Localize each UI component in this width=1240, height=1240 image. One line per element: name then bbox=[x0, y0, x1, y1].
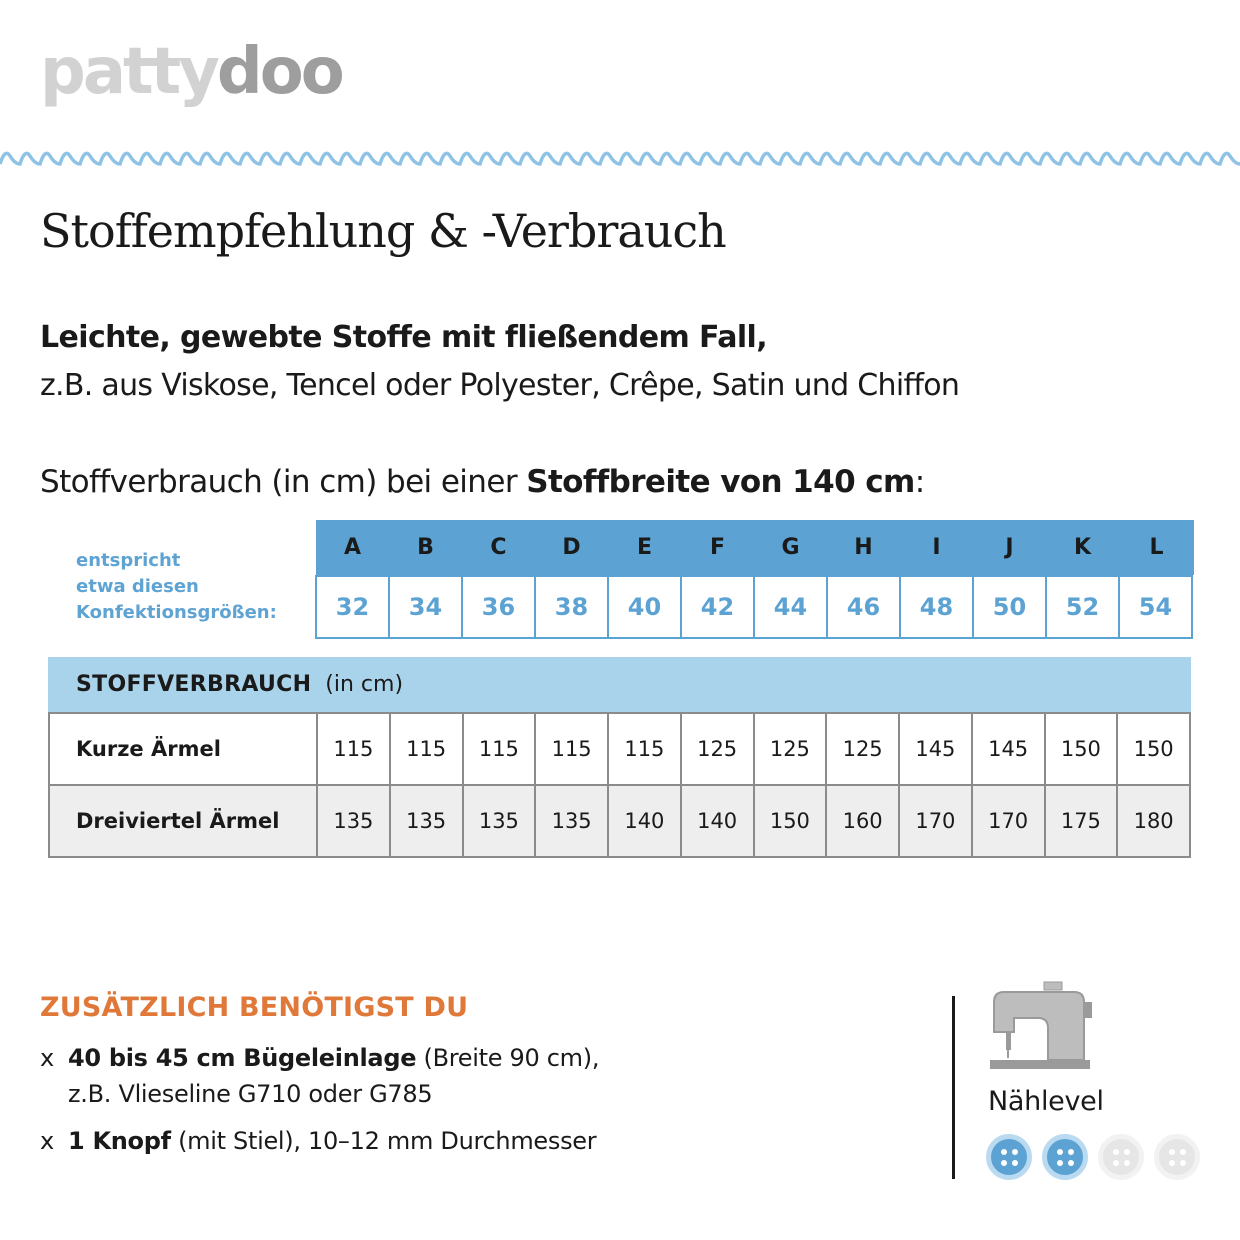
consumption-value: 140 bbox=[679, 784, 755, 858]
consumption-value: 180 bbox=[1116, 784, 1191, 858]
size-number: 48 bbox=[899, 575, 974, 639]
size-number: 46 bbox=[826, 575, 901, 639]
size-letter: L bbox=[1119, 520, 1194, 575]
size-number: 40 bbox=[607, 575, 682, 639]
level-button-icon bbox=[986, 1134, 1032, 1180]
additional-item-rest: (mit Stiel), 10–12 mm Durchmesser bbox=[170, 1127, 597, 1155]
size-number: 36 bbox=[461, 575, 536, 639]
usage-fabric-width: Stoffbreite von 140 cm bbox=[526, 464, 915, 500]
consumption-value: 170 bbox=[970, 784, 1046, 858]
logo-part-2: doo bbox=[216, 35, 345, 109]
consumption-value: 175 bbox=[1043, 784, 1119, 858]
consumption-unit: (in cm) bbox=[325, 672, 404, 697]
consumption-value: 145 bbox=[898, 712, 973, 786]
size-number: 32 bbox=[315, 575, 390, 639]
consumption-value: 150 bbox=[1043, 712, 1119, 786]
additional-needs-heading: ZUSÄTZLICH BENÖTIGST DU bbox=[40, 992, 469, 1023]
table-row: Dreiviertel Ärmel 135 135 135 135 140 140 150 16… bbox=[48, 784, 1191, 858]
row-label: Kurze Ärmel bbox=[48, 712, 318, 786]
list-marker: x bbox=[40, 1127, 54, 1155]
size-letter: E bbox=[608, 520, 681, 575]
consumption-value: 145 bbox=[970, 712, 1046, 786]
size-number: 34 bbox=[388, 575, 463, 639]
consumption-value: 125 bbox=[752, 712, 828, 786]
consumption-value: 125 bbox=[825, 712, 900, 786]
usage-prefix: Stoffverbrauch (in cm) bei einer bbox=[40, 464, 527, 500]
size-label-line: etwa diesen bbox=[76, 576, 199, 597]
size-number: 50 bbox=[972, 575, 1047, 639]
consumption-value: 135 bbox=[534, 784, 609, 858]
size-correspondence-label: entspricht etwa diesen Konfektionsgrößen… bbox=[76, 548, 306, 626]
size-letter: I bbox=[900, 520, 973, 575]
size-number: 44 bbox=[753, 575, 828, 639]
consumption-value: 135 bbox=[461, 784, 537, 858]
level-button-icon bbox=[1042, 1134, 1088, 1180]
consumption-value: 140 bbox=[607, 784, 682, 858]
row-label: Dreiviertel Ärmel bbox=[48, 784, 318, 858]
additional-item-sub: z.B. Vlieseline G710 oder G785 bbox=[68, 1080, 433, 1108]
consumption-value: 170 bbox=[898, 784, 973, 858]
size-label-line: Konfektionsgrößen: bbox=[76, 602, 277, 623]
fabric-recommendation-bold: Leichte, gewebte Stoffe mit fließendem F… bbox=[40, 320, 768, 355]
sewing-level-label: Nählevel bbox=[988, 1086, 1104, 1117]
consumption-value: 115 bbox=[388, 712, 464, 786]
level-button-icon bbox=[1098, 1134, 1144, 1180]
consumption-value: 115 bbox=[534, 712, 609, 786]
page-title: Stoffempfehlung & -Verbrauch bbox=[40, 204, 727, 258]
fabric-recommendation-examples: z.B. aus Viskose, Tencel oder Polyester,… bbox=[40, 368, 960, 403]
consumption-value: 115 bbox=[316, 712, 391, 786]
consumption-title: STOFFVERBRAUCH bbox=[76, 672, 312, 697]
size-number: 42 bbox=[680, 575, 755, 639]
logo-part-1: patty bbox=[40, 35, 220, 109]
consumption-value: 150 bbox=[1116, 712, 1191, 786]
additional-item-bold: 1 Knopf bbox=[68, 1127, 171, 1155]
list-marker: x bbox=[40, 1044, 54, 1072]
additional-item: x 1 Knopf (mit Stiel), 10–12 mm Durchmess… bbox=[40, 1127, 597, 1155]
size-number: 54 bbox=[1118, 575, 1193, 639]
size-number: 38 bbox=[534, 575, 609, 639]
consumption-value: 135 bbox=[388, 784, 464, 858]
additional-item-rest: (Breite 90 cm), bbox=[416, 1044, 600, 1072]
level-button-icon bbox=[1154, 1134, 1200, 1180]
size-label-line: entspricht bbox=[76, 550, 181, 571]
consumption-value: 125 bbox=[679, 712, 755, 786]
consumption-value: 150 bbox=[752, 784, 828, 858]
additional-item-bold: 40 bis 45 cm Bügeleinlage bbox=[68, 1044, 417, 1072]
fabric-usage-intro: Stoffverbrauch (in cm) bei einer Stoffbr… bbox=[40, 464, 925, 500]
size-letter: D bbox=[535, 520, 608, 575]
size-letter: B bbox=[389, 520, 462, 575]
size-letter: A bbox=[316, 520, 389, 575]
zigzag-divider bbox=[0, 151, 1240, 166]
consumption-value: 115 bbox=[461, 712, 537, 786]
size-number: 52 bbox=[1045, 575, 1120, 639]
consumption-header: STOFFVERBRAUCH (in cm) bbox=[48, 657, 1191, 712]
table-row: Kurze Ärmel 115 115 115 115 115 125 125 125 145 14… bbox=[48, 712, 1191, 786]
size-letter: F bbox=[681, 520, 754, 575]
additional-item: x 40 bis 45 cm Bügeleinlage (Breite 90 cm… bbox=[40, 1044, 599, 1072]
pattydoo-logo: pattydoo bbox=[40, 40, 345, 104]
consumption-value: 115 bbox=[607, 712, 682, 786]
size-letter: K bbox=[1046, 520, 1119, 575]
size-letter: H bbox=[827, 520, 900, 575]
section-divider bbox=[952, 996, 955, 1179]
consumption-value: 160 bbox=[825, 784, 900, 858]
usage-suffix: : bbox=[914, 464, 925, 500]
size-letter: J bbox=[973, 520, 1046, 575]
consumption-table: Kurze Ärmel 115 115 115 115 115 125 125 125 145 14… bbox=[48, 712, 1191, 858]
size-letter: G bbox=[754, 520, 827, 575]
consumption-value: 135 bbox=[316, 784, 391, 858]
size-letter: C bbox=[462, 520, 535, 575]
sewing-machine-icon bbox=[990, 981, 1092, 1069]
